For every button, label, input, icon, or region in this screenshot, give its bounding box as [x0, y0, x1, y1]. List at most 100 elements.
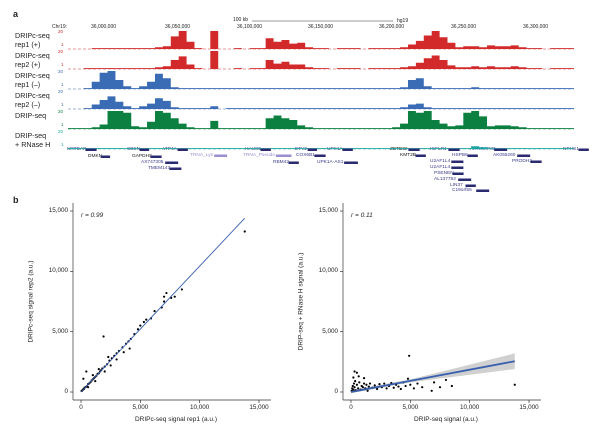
- data-point: [408, 354, 411, 357]
- gene-label: UPK1A: [327, 147, 343, 152]
- gene-model: [465, 184, 476, 187]
- data-point: [397, 385, 400, 388]
- data-point: [399, 387, 402, 391]
- gene-model: [467, 154, 478, 157]
- data-point: [416, 382, 419, 385]
- data-point: [367, 385, 370, 388]
- coordinate-label: 36,000,000: [91, 24, 117, 30]
- gene-model: [415, 154, 426, 157]
- gene-model: [288, 161, 299, 164]
- gene-label: TRNA_Pseudo: [243, 153, 275, 158]
- data-point: [243, 230, 246, 233]
- track-label-line1: DRIPc-seq: [15, 91, 50, 100]
- panel-b-letter: b: [13, 195, 19, 205]
- gene-label: IGFLR1: [430, 147, 447, 152]
- gene-label: C19orf55: [452, 188, 472, 193]
- data-point: [362, 377, 366, 380]
- gene-model: [342, 148, 353, 151]
- data-point: [353, 386, 356, 389]
- gene-model: [451, 160, 464, 163]
- gene-model: [85, 148, 97, 151]
- coordinate-label: 36,200,000: [379, 24, 405, 30]
- x-axis-label: DRIPc-seq signal rep1 (a.u.): [134, 416, 217, 423]
- data-point: [115, 358, 118, 361]
- data-point: [378, 383, 381, 386]
- data-point: [354, 380, 357, 383]
- data-point: [412, 387, 415, 390]
- scale-bar-label: 100 kb: [233, 17, 249, 23]
- gene-model: [517, 154, 531, 157]
- gene-model: [275, 154, 292, 157]
- scale-min: 1: [61, 122, 64, 127]
- y-tick-label: 15,000: [318, 207, 338, 214]
- data-point: [82, 377, 85, 380]
- y-axis-label: DRIPc-seq signal rep2 (a.u.): [27, 260, 35, 343]
- gene-label: AL137782: [434, 177, 456, 182]
- gene-label: UPK1A-AS1: [317, 160, 344, 165]
- data-point: [173, 295, 176, 298]
- scale-max: 20: [58, 49, 64, 54]
- gene-label: ATP4A: [162, 147, 177, 152]
- gene-label: TRNA_Lys: [190, 153, 214, 158]
- scale-max: 20: [58, 69, 64, 74]
- data-point: [438, 386, 442, 389]
- data-point: [122, 351, 125, 354]
- x-tick-label: 15,000: [519, 404, 539, 411]
- gene-model: [100, 155, 111, 158]
- data-point: [91, 374, 94, 377]
- gene-label: U2AF1L4: [430, 165, 451, 170]
- track-label-line2: rep2 (–): [15, 99, 41, 109]
- x-axis-label: DRIP-seq signal (a.u.): [414, 416, 478, 423]
- data-point: [162, 295, 166, 298]
- gene-label: KRTDAP: [67, 147, 87, 152]
- gene-label: NPHS1: [563, 147, 579, 152]
- track-label-line1: DRIPc-seq: [15, 31, 50, 40]
- gene-model: [177, 148, 188, 151]
- scale-min: 1: [61, 102, 64, 107]
- gene-label: SBSN: [127, 147, 141, 152]
- x-tick-label: 10,000: [460, 404, 480, 411]
- data-point: [180, 288, 183, 291]
- data-point: [87, 386, 90, 389]
- coordinate-label: 36,300,000: [523, 24, 549, 30]
- data-point: [136, 328, 140, 331]
- scale-min: 1: [61, 62, 64, 67]
- gene-label: DMKN: [88, 154, 103, 159]
- gene-label: TMEM147: [148, 166, 171, 171]
- data-point: [368, 382, 372, 385]
- signal-track: [68, 71, 574, 89]
- data-point: [432, 381, 436, 384]
- scale-min: 1: [61, 82, 64, 87]
- coordinate-label: 36,250,000: [451, 24, 477, 30]
- y-tick-label: 15,000: [48, 207, 68, 214]
- data-point: [366, 389, 369, 392]
- gene-label: RBM42: [273, 160, 289, 165]
- track-label-line1: DRIP-seq: [15, 131, 47, 140]
- data-point: [128, 347, 131, 350]
- data-point: [358, 381, 361, 384]
- scale-min: 1: [61, 142, 64, 147]
- gene-model: [150, 155, 162, 158]
- gene-label: PRODH2: [512, 159, 532, 164]
- gene-label: PSENEN: [434, 171, 454, 176]
- scale-min: 1: [61, 42, 64, 47]
- data-point: [362, 382, 366, 385]
- scale-max: 20: [58, 89, 64, 94]
- data-point: [352, 382, 356, 385]
- data-point: [142, 320, 145, 324]
- gene-model: [165, 161, 179, 164]
- gene-model: [408, 148, 420, 151]
- gene-model: [448, 148, 460, 151]
- x-tick-label: 5,000: [402, 404, 419, 411]
- data-point: [85, 370, 88, 373]
- track-label-line1: DRIPc-seq: [15, 71, 50, 80]
- signal-track: [68, 51, 574, 69]
- signal-track: [68, 111, 574, 129]
- data-point: [353, 370, 356, 373]
- gene-model: [169, 167, 182, 170]
- track-label-line2: rep2 (+): [15, 59, 41, 69]
- assembly-label: hg19: [397, 18, 409, 24]
- data-point: [376, 387, 379, 391]
- correlation-annotation: r = 0.11: [351, 212, 373, 219]
- y-tick-label: 10,000: [48, 267, 68, 275]
